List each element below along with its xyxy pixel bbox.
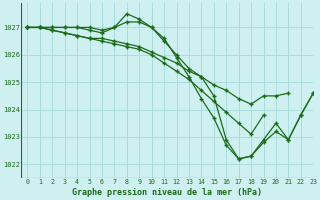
X-axis label: Graphe pression niveau de la mer (hPa): Graphe pression niveau de la mer (hPa) [72, 188, 262, 197]
